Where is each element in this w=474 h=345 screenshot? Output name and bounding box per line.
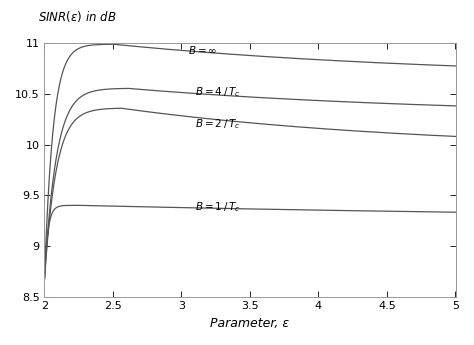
X-axis label: Parameter, ε: Parameter, ε [210,317,290,330]
Text: $B = 2\,/\,T_c$: $B = 2\,/\,T_c$ [195,117,241,131]
Text: $B = \infty$: $B = \infty$ [188,44,218,56]
Text: $SINR(\varepsilon)$ $\it{in}$ $\it{dB}$: $SINR(\varepsilon)$ $\it{in}$ $\it{dB}$ [38,9,116,23]
Text: $B = 4\,/\,T_c$: $B = 4\,/\,T_c$ [195,85,241,99]
Text: $B = 1\,/\,T_c$: $B = 1\,/\,T_c$ [195,200,241,214]
